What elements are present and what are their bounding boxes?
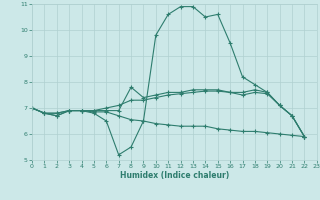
X-axis label: Humidex (Indice chaleur): Humidex (Indice chaleur): [120, 171, 229, 180]
